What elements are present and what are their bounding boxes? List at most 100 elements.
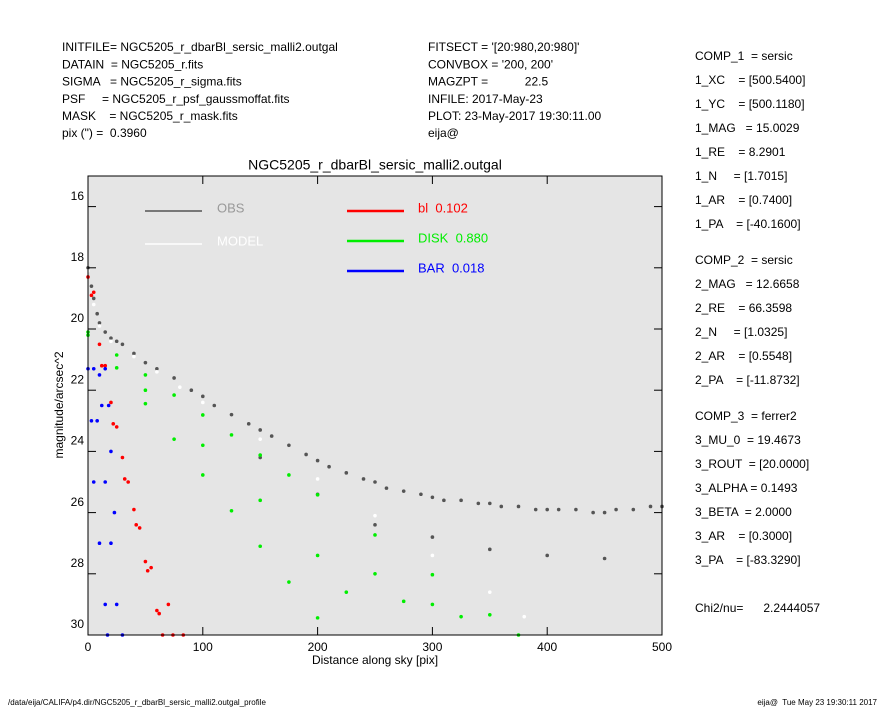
data-point — [212, 403, 217, 408]
y-tick-label: 18 — [71, 250, 85, 264]
legend-label: BAR 0.018 — [418, 260, 485, 275]
data-point — [97, 324, 102, 328]
parameter-line: 1_MAG = 15.0029 — [695, 121, 800, 135]
x-tick-label: 100 — [193, 640, 213, 654]
data-point — [201, 413, 205, 417]
data-point — [112, 510, 117, 515]
data-point — [122, 477, 127, 481]
data-point — [488, 547, 492, 552]
data-point — [109, 336, 113, 340]
data-point — [111, 422, 116, 426]
data-point — [201, 473, 205, 477]
parameter-line: 3_BETA = 2.0000 — [695, 505, 792, 519]
y-tick-label: 26 — [71, 495, 85, 509]
data-point — [401, 489, 406, 493]
data-point — [459, 614, 463, 619]
data-point — [373, 572, 377, 576]
data-point — [143, 388, 148, 393]
y-tick-label: 30 — [71, 617, 85, 631]
header-line: PSF = NGC5205_r_psf_gaussmoffat.fits — [62, 92, 290, 106]
parameter-line: 3_ALPHA = 0.1493 — [695, 481, 798, 495]
data-point — [172, 376, 176, 380]
data-point — [132, 507, 136, 512]
data-point — [114, 425, 119, 429]
header-line: SIGMA = NGC5205_r_sigma.fits — [62, 75, 242, 89]
data-point — [545, 553, 549, 558]
header-line: MAGZPT = 22.5 — [428, 75, 548, 89]
data-point — [95, 419, 99, 423]
data-point — [602, 556, 607, 561]
header-line: MASK = NGC5205_r_mask.fits — [62, 109, 238, 123]
data-point — [132, 351, 136, 356]
data-point — [89, 284, 94, 288]
data-point — [97, 321, 102, 325]
data-point — [126, 480, 130, 484]
data-point — [499, 504, 504, 509]
x-tick-label: 400 — [537, 640, 557, 654]
data-point — [430, 495, 435, 500]
data-point — [533, 507, 538, 512]
footer-stamp: eija@ Tue May 23 19:30:11 2017 — [757, 698, 877, 707]
legend-label: MODEL — [217, 233, 263, 248]
data-point — [287, 443, 291, 448]
data-point — [109, 541, 113, 545]
data-point — [315, 493, 320, 497]
data-point — [99, 363, 104, 368]
data-point — [373, 480, 377, 484]
data-point — [522, 614, 527, 619]
data-point — [648, 504, 653, 509]
data-point — [401, 599, 406, 604]
data-point — [155, 608, 159, 613]
data-point — [120, 342, 125, 347]
data-point — [97, 373, 102, 377]
data-point — [114, 339, 119, 344]
parameter-line: 3_MU_0 = 19.4673 — [695, 433, 801, 447]
data-point — [91, 290, 96, 295]
parameter-line: 1_AR = [0.7400] — [695, 193, 792, 207]
data-point — [137, 526, 142, 530]
header-line: INFILE: 2017-May-23 — [428, 92, 543, 106]
header-line: FITSECT = '[20:980,20:980]' — [428, 40, 579, 54]
data-point — [143, 360, 148, 365]
data-point — [114, 366, 119, 370]
data-point — [103, 366, 108, 371]
data-point — [103, 330, 108, 334]
data-point — [419, 492, 423, 497]
parameter-line: COMP_2 = sersic — [695, 253, 793, 267]
footer-path: /data/eija/CALIFA/p4.dir/NGC5205_r_dbarB… — [8, 698, 266, 707]
data-point — [373, 533, 377, 537]
data-point — [373, 513, 377, 518]
data-point — [143, 401, 148, 406]
y-tick-label: 16 — [71, 189, 85, 203]
data-point — [103, 363, 108, 368]
data-point — [327, 464, 331, 469]
data-point — [143, 559, 148, 564]
data-point — [109, 400, 113, 405]
header-line: CONVBOX = '200, 200' — [428, 57, 553, 71]
data-point — [155, 366, 159, 371]
parameter-line: COMP_3 = ferrer2 — [695, 409, 797, 423]
data-point — [172, 437, 176, 441]
data-point — [476, 501, 481, 506]
data-point — [258, 453, 263, 457]
data-point — [488, 590, 492, 594]
x-tick-label: 300 — [422, 640, 442, 654]
data-point — [430, 572, 435, 577]
y-axis-label: magnitude/arcsec^2 — [52, 351, 66, 458]
y-tick-label: 20 — [71, 311, 85, 325]
header-line: PLOT: 23-May-2017 19:30:11.00 — [428, 109, 602, 123]
data-point — [258, 437, 263, 441]
data-point — [430, 535, 435, 539]
data-point — [430, 553, 435, 558]
data-point — [143, 373, 148, 377]
data-point — [430, 602, 435, 607]
parameter-line: 1_PA = [-40.1600] — [695, 217, 801, 231]
data-point — [178, 385, 182, 389]
header-line: DATAIN = NGC5205_r.fits — [62, 57, 203, 71]
data-point — [574, 507, 578, 512]
data-point — [89, 293, 94, 298]
x-tick-label: 0 — [85, 640, 92, 654]
data-point — [344, 590, 349, 594]
data-layer — [86, 266, 664, 637]
